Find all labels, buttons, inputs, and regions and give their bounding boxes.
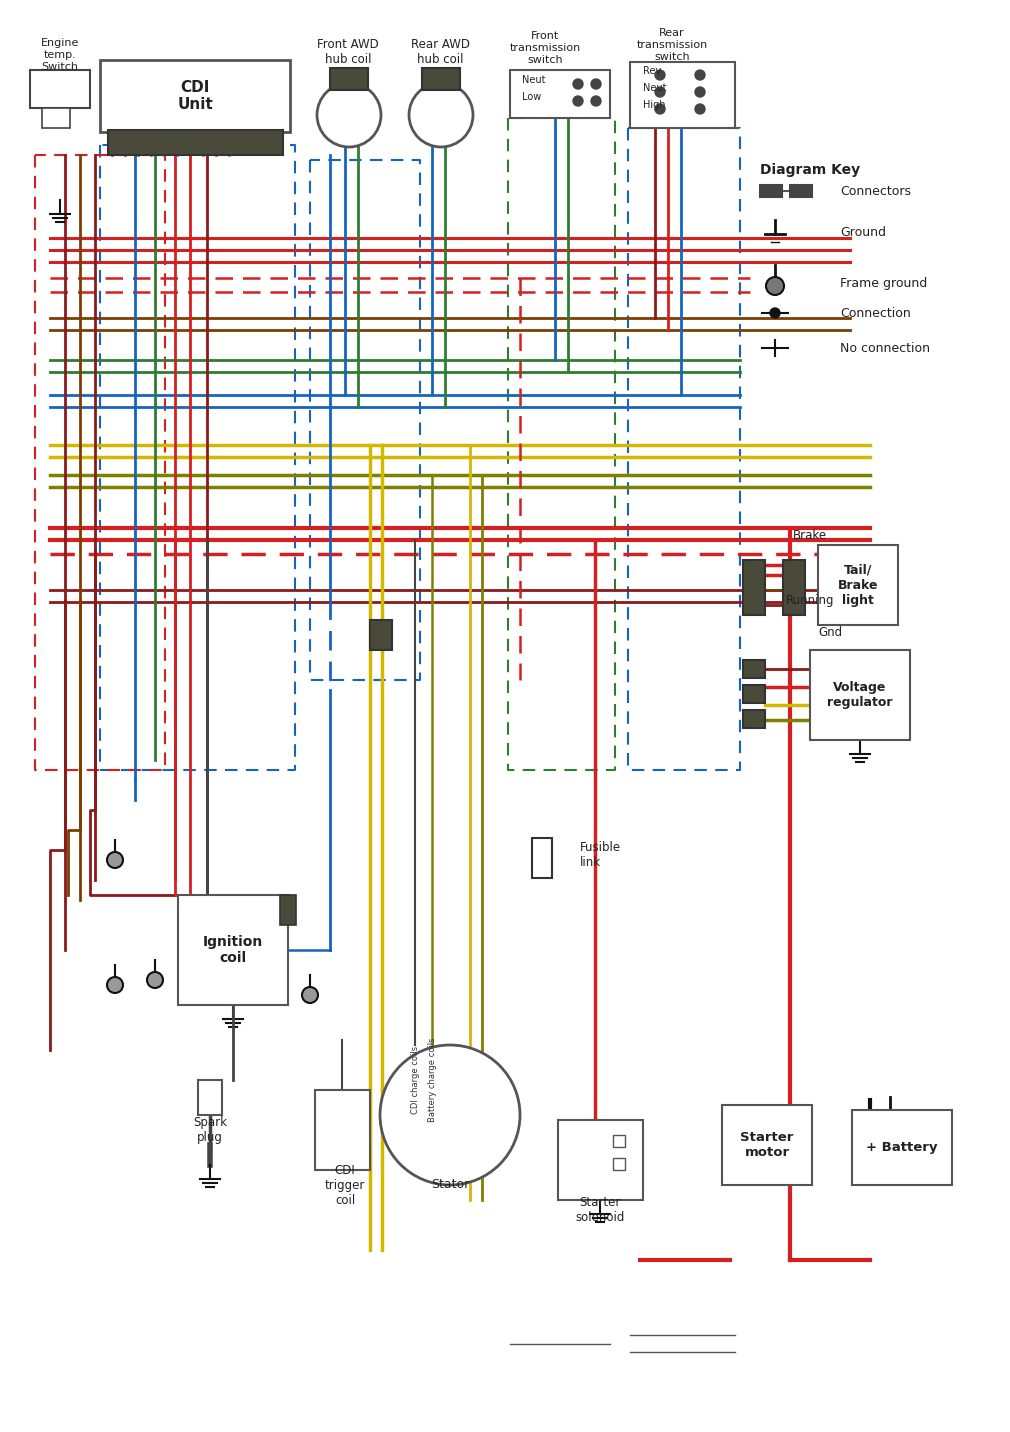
Bar [630,62,735,127]
Text: Low: Low [522,92,541,102]
Text: Connection: Connection [840,306,911,319]
Text: High: High [643,100,666,110]
Circle shape [573,79,583,89]
Text: Front AWD
hub coil: Front AWD hub coil [317,39,379,66]
Bar [783,560,805,614]
Bar [510,70,610,117]
Bar [790,185,812,198]
Text: Neut: Neut [643,83,667,93]
Bar [42,107,70,127]
Bar [722,1106,812,1186]
Text: Ground: Ground [840,225,886,239]
Text: Fusible
link: Fusible link [580,841,621,869]
Text: Frame ground: Frame ground [840,276,927,289]
Bar [818,546,898,624]
Text: Rear
transmission
switch: Rear transmission switch [636,29,708,62]
Bar [810,650,910,740]
Bar [280,895,296,925]
Bar [30,70,90,107]
Text: Engine
temp.
Switch: Engine temp. Switch [40,39,79,72]
Bar [100,60,290,132]
Text: Gnd: Gnd [818,626,842,639]
Circle shape [591,79,601,89]
Bar [108,130,283,155]
Text: No connection: No connection [840,341,930,355]
Text: Front
transmission
switch: Front transmission switch [509,32,581,64]
Circle shape [655,87,665,97]
Bar [370,620,392,650]
Text: Starter
motor: Starter motor [740,1131,794,1158]
Text: Battery charge coils: Battery charge coils [427,1038,436,1123]
Bar [532,838,552,878]
Circle shape [766,276,784,295]
Text: CDI
Unit: CDI Unit [177,80,213,112]
Text: Running: Running [786,593,834,607]
Bar [198,1080,222,1116]
Bar [613,1136,625,1147]
Text: Voltage
regulator: Voltage regulator [827,682,893,709]
Bar [613,1158,625,1170]
Text: Neut: Neut [522,74,545,84]
Text: CDI charge coils: CDI charge coils [410,1045,419,1114]
Bar [743,560,765,614]
Circle shape [302,987,318,1002]
Circle shape [695,105,705,115]
Circle shape [380,1045,520,1186]
Bar [743,710,765,727]
Bar [330,67,368,90]
Bar [424,72,458,90]
Circle shape [573,96,583,106]
Bar [178,895,288,1005]
Circle shape [770,308,780,318]
Text: CDI
trigger
coil: CDI trigger coil [325,1163,366,1207]
Bar [743,684,765,703]
Circle shape [695,87,705,97]
Text: + Battery: + Battery [867,1141,937,1154]
Bar [558,1120,643,1200]
Bar [760,185,782,198]
Circle shape [695,70,705,80]
Circle shape [107,852,123,868]
Text: Starter
solenoid: Starter solenoid [576,1196,625,1224]
Text: Stator: Stator [431,1179,469,1191]
Circle shape [655,70,665,80]
Circle shape [409,83,473,147]
Bar [743,660,765,677]
Circle shape [655,105,665,115]
Text: Rear AWD
hub coil: Rear AWD hub coil [410,39,470,66]
Circle shape [107,977,123,992]
Bar [852,1110,952,1186]
Text: Connectors: Connectors [840,185,911,198]
Circle shape [317,83,381,147]
Bar [315,1090,370,1170]
Bar [422,67,460,90]
Text: Spark
plug: Spark plug [193,1116,227,1144]
Text: Brake: Brake [793,528,827,541]
Circle shape [591,96,601,106]
Text: Diagram Key: Diagram Key [760,163,861,178]
Text: Rev: Rev [643,66,662,76]
Text: Tail/
Brake
light: Tail/ Brake light [837,564,879,607]
Circle shape [147,972,163,988]
Text: Ignition
coil: Ignition coil [203,935,264,965]
Bar [332,72,366,90]
